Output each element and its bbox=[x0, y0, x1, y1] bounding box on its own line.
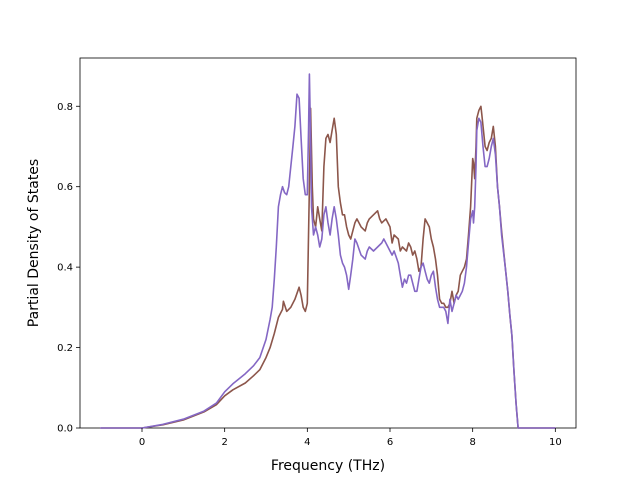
y-tick-label: 0.4 bbox=[57, 263, 73, 274]
y-tick-label: 0.8 bbox=[57, 102, 73, 113]
series-line-2 bbox=[99, 73, 557, 429]
y-tick-label: 0.2 bbox=[57, 343, 73, 354]
x-tick-label: 8 bbox=[469, 437, 475, 448]
x-tick-label: 6 bbox=[387, 437, 393, 448]
x-tick-label: 4 bbox=[304, 437, 310, 448]
plot-frame bbox=[79, 57, 577, 429]
plot-area bbox=[79, 57, 577, 429]
x-axis-title: Frequency (THz) bbox=[271, 458, 385, 474]
y-tick-label: 0.0 bbox=[57, 424, 73, 435]
x-tick-label: 2 bbox=[221, 437, 227, 448]
y-axis-ticks: 0.0 0.2 0.4 0.6 0.8 bbox=[57, 102, 80, 435]
y-axis-title: Partial Density of States bbox=[26, 159, 42, 327]
x-tick-label: 0 bbox=[139, 437, 145, 448]
x-tick-label: 10 bbox=[549, 437, 562, 448]
y-tick-label: 0.6 bbox=[57, 182, 73, 193]
series-layer bbox=[99, 73, 557, 429]
series-line-1 bbox=[99, 105, 557, 429]
x-axis-ticks: 0 2 4 6 8 10 bbox=[139, 428, 562, 448]
